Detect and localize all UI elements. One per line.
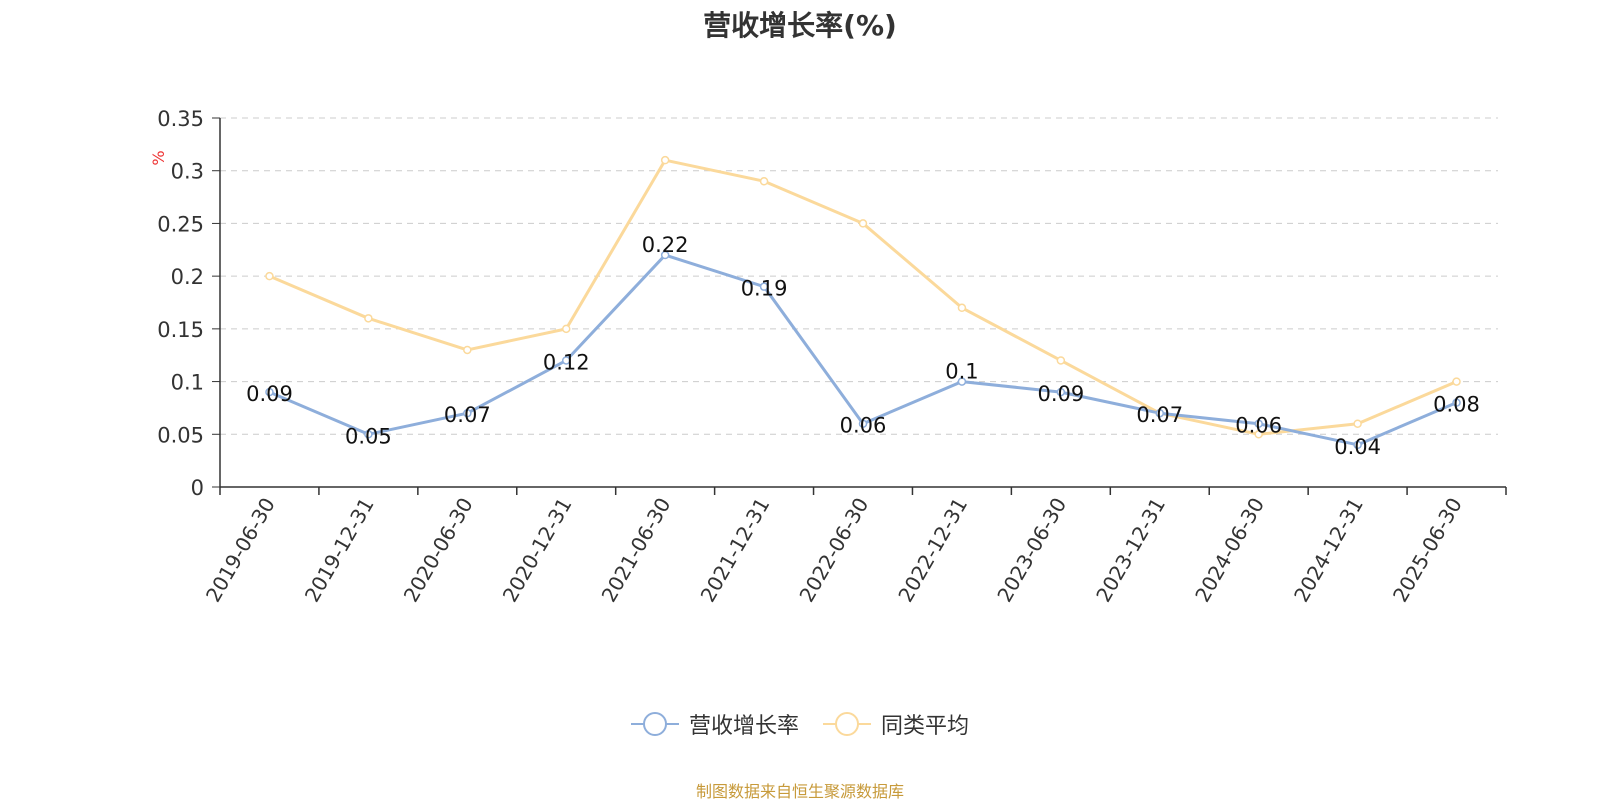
series-1-point	[1254, 419, 1263, 428]
y-tick-label: 0.1	[171, 371, 204, 395]
data-label: 0.19	[741, 277, 788, 301]
data-label: 0.05	[345, 424, 392, 448]
series-1-point	[364, 430, 373, 439]
x-tick-label: 2021-12-31	[696, 494, 775, 607]
data-label: 0.07	[1136, 403, 1183, 427]
x-tick-label: 2020-06-30	[399, 494, 478, 607]
data-label: 0.09	[246, 382, 293, 406]
series-2-point	[1056, 356, 1066, 365]
series-2-point	[957, 303, 967, 313]
series-1-point	[1353, 440, 1362, 450]
series-1-point	[660, 250, 670, 260]
series-1-point	[1056, 387, 1066, 397]
data-label: 0.04	[1334, 435, 1381, 459]
y-tick-label: 0	[191, 476, 204, 500]
chart-title: 营收增长率(%)	[703, 9, 897, 42]
y-tick-label: 0.2	[171, 265, 204, 289]
series-2-point	[1254, 430, 1263, 439]
chart-legend: 营收增长率 同类平均	[0, 708, 1600, 740]
legend-item-series2[interactable]: 同类平均	[823, 708, 969, 740]
x-tick-label: 2019-06-30	[201, 494, 280, 607]
y-tick-label: 0.35	[157, 107, 204, 131]
series-2-point	[858, 219, 868, 228]
data-label: 0.22	[642, 233, 689, 257]
series-1-point	[858, 419, 868, 428]
data-label: 0.1	[945, 360, 978, 384]
series-2-point	[364, 314, 373, 323]
series-2-point	[1353, 419, 1362, 428]
data-label: 0.12	[543, 350, 590, 374]
legend-label-series1: 营收增长率	[688, 714, 799, 739]
series-2-point	[463, 345, 472, 355]
data-label: 0.06	[1235, 414, 1282, 438]
series-2-point	[1452, 377, 1461, 386]
legend-item-series1[interactable]: 营收增长率	[630, 708, 799, 740]
y-tick-label: 0.25	[157, 212, 204, 236]
y-tick-label: 0.05	[157, 423, 204, 447]
y-axis-unit: %	[149, 150, 168, 165]
x-tick-label: 2022-12-31	[893, 494, 972, 607]
legend-label-series2: 同类平均	[881, 714, 970, 739]
series-1-point	[265, 387, 274, 397]
legend-marker-series1	[630, 711, 679, 737]
data-label: 0.06	[840, 414, 887, 438]
series-1-point	[561, 356, 571, 365]
series-2-point	[660, 155, 670, 165]
x-tick-label: 2025-06-30	[1388, 494, 1467, 607]
data-label: 0.09	[1037, 382, 1084, 406]
data-label: 0.07	[444, 403, 491, 427]
series-1-point	[1155, 408, 1165, 418]
y-tick-label: 0.3	[171, 160, 204, 184]
x-tick-label: 2020-12-31	[498, 494, 577, 607]
y-tick-label: 0.15	[157, 318, 204, 342]
data-label: 0.08	[1433, 393, 1480, 417]
series-2-point	[561, 324, 571, 334]
x-tick-label: 2019-12-31	[300, 494, 379, 607]
line-chart: 0 0.05 0.1 0.15 0.2 0.25 0.3 0.35% 2019-06-30 201…	[149, 107, 1507, 607]
series-1-point	[1452, 398, 1461, 407]
series-line-2	[268, 158, 1458, 436]
source-note: 制图数据来自恒生聚源数据库	[695, 782, 904, 800]
x-tick-label: 2021-06-30	[597, 494, 676, 607]
series-2-point	[759, 177, 769, 186]
x-tick-label: 2023-06-30	[992, 494, 1071, 607]
x-tick-label: 2022-06-30	[794, 494, 873, 607]
x-tick-label: 2024-12-31	[1289, 494, 1368, 607]
x-tick-label: 2024-06-30	[1190, 494, 1269, 607]
series-2-point	[265, 271, 274, 281]
x-tick-label: 2023-12-31	[1091, 494, 1170, 607]
series-1-point	[463, 408, 472, 418]
legend-marker-series2	[823, 711, 871, 737]
series-1-point	[759, 282, 769, 291]
series-1-point	[957, 377, 967, 386]
